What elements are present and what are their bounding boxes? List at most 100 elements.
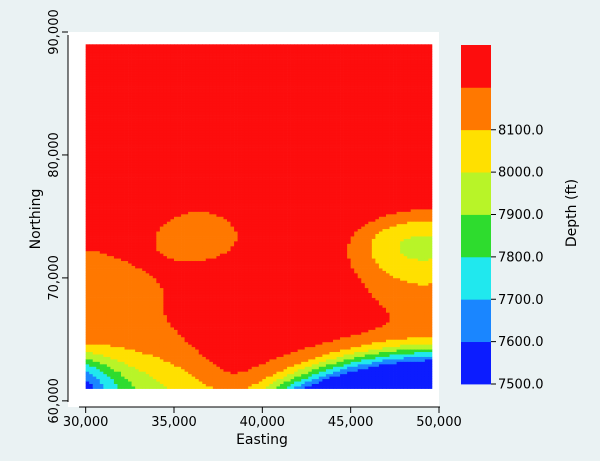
contour-cell xyxy=(145,218,150,222)
contour-cell xyxy=(163,113,168,116)
contour-cell xyxy=(96,290,101,294)
contour-cell xyxy=(110,118,115,121)
contour-cell xyxy=(156,363,161,367)
contour-cell xyxy=(85,359,90,362)
contour-cell xyxy=(163,253,168,257)
contour-cell xyxy=(195,238,200,242)
contour-cell xyxy=(113,373,118,377)
contour-cell xyxy=(117,327,122,330)
contour-cell xyxy=(188,209,193,212)
contour-cell xyxy=(181,118,185,121)
contour-cell xyxy=(145,179,150,183)
contour-cell xyxy=(110,332,115,335)
contour-cell xyxy=(92,95,97,99)
contour-cell xyxy=(145,327,150,330)
contour-cell xyxy=(113,54,118,57)
contour-cell xyxy=(113,213,118,217)
contour-cell xyxy=(85,150,90,153)
contour-cell xyxy=(92,209,97,212)
contour-cell xyxy=(131,295,136,298)
contour-cell xyxy=(85,108,90,112)
contour-cell xyxy=(149,177,154,180)
contour-cell xyxy=(205,177,210,180)
contour-cell xyxy=(117,339,122,343)
contour-cell xyxy=(188,317,193,321)
contour-cell xyxy=(174,186,178,190)
contour-cell xyxy=(96,159,101,163)
contour-cell xyxy=(85,113,90,116)
contour-cell xyxy=(85,63,90,67)
contour-cell xyxy=(96,302,101,306)
contour-cell xyxy=(138,368,143,372)
contour-cell xyxy=(152,152,157,156)
contour-cell xyxy=(117,226,122,230)
contour-cell xyxy=(184,228,189,232)
contour-cell xyxy=(121,154,125,158)
contour-cell xyxy=(149,329,154,333)
contour-cell xyxy=(191,49,196,53)
contour-cell xyxy=(121,204,125,207)
contour-cell xyxy=(156,174,161,178)
contour-cell xyxy=(149,248,154,252)
contour-cell xyxy=(128,98,132,102)
contour-cell xyxy=(170,243,175,247)
contour-cell xyxy=(170,349,175,353)
contour-cell xyxy=(170,83,175,87)
contour-cell xyxy=(170,44,175,48)
contour-cell xyxy=(205,63,210,67)
contour-cell xyxy=(209,154,214,158)
contour-cell xyxy=(117,334,122,338)
contour-cell xyxy=(152,162,157,166)
contour-cell xyxy=(92,206,97,210)
contour-cell xyxy=(191,169,196,173)
contour-cell xyxy=(191,381,196,384)
contour-cell xyxy=(195,245,200,249)
contour-cell xyxy=(106,184,111,188)
contour-cell xyxy=(191,275,196,279)
contour-cell xyxy=(138,182,143,185)
contour-cell xyxy=(174,46,178,50)
contour-cell xyxy=(188,383,193,387)
contour-cell xyxy=(135,356,140,360)
contour-cell xyxy=(121,378,125,382)
contour-cell xyxy=(113,177,118,180)
contour-cell xyxy=(145,73,150,77)
contour-cell xyxy=(145,295,150,298)
contour-cell xyxy=(188,349,193,353)
contour-cell xyxy=(149,137,154,141)
contour-cell xyxy=(156,339,161,343)
contour-cell xyxy=(205,76,210,80)
contour-cell xyxy=(106,108,111,112)
contour-cell xyxy=(96,260,101,264)
contour-cell xyxy=(156,177,161,180)
contour-cell xyxy=(166,159,171,163)
contour-cell xyxy=(184,354,189,357)
contour-cell xyxy=(209,194,214,198)
contour-cell xyxy=(152,231,157,234)
contour-cell xyxy=(113,189,118,193)
contour-cell xyxy=(156,88,161,92)
contour-cell xyxy=(103,268,108,271)
contour-cell xyxy=(195,366,200,370)
contour-cell xyxy=(181,334,185,338)
contour-cell xyxy=(159,245,164,249)
contour-cell xyxy=(174,371,178,375)
contour-cell xyxy=(124,272,129,276)
contour-cell xyxy=(110,344,115,348)
contour-cell xyxy=(188,255,193,259)
contour-cell xyxy=(209,373,214,377)
contour-cell xyxy=(170,137,175,141)
contour-cell xyxy=(198,363,203,367)
contour-cell xyxy=(142,354,147,357)
contour-cell xyxy=(92,110,97,114)
contour-cell xyxy=(209,317,214,321)
contour-cell xyxy=(85,366,90,370)
contour-cell xyxy=(170,238,175,242)
contour-cell xyxy=(106,206,111,210)
contour-cell xyxy=(117,268,122,271)
contour-cell xyxy=(142,378,147,382)
contour-cell xyxy=(191,201,196,205)
contour-cell xyxy=(142,95,147,99)
contour-cell xyxy=(188,260,193,264)
contour-cell xyxy=(131,152,136,156)
